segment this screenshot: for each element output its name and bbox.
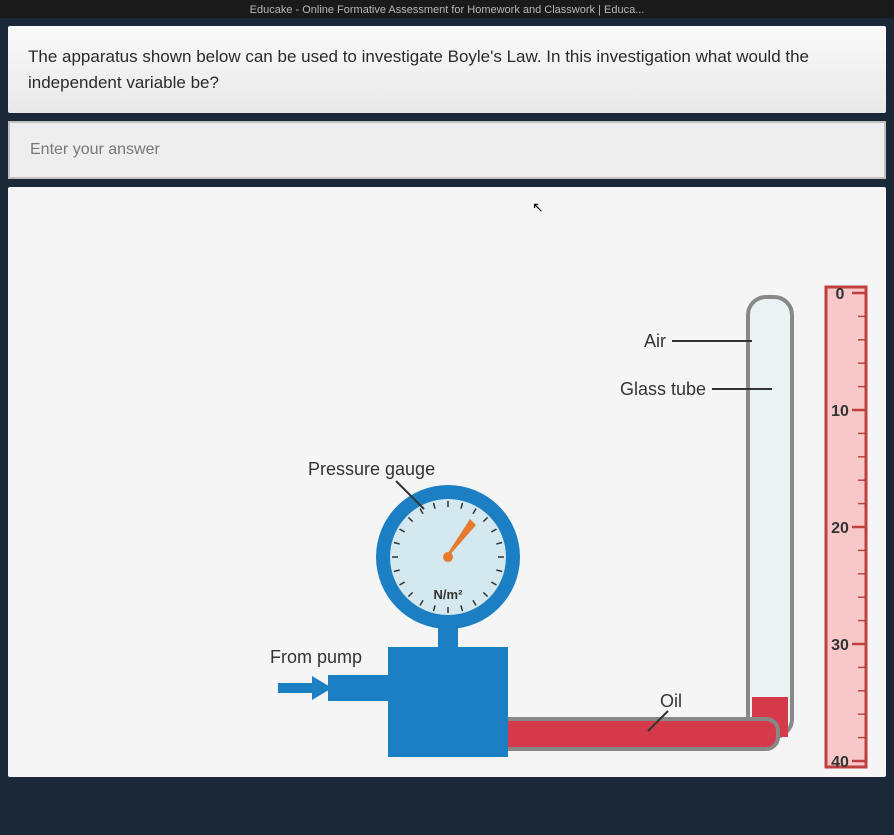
- cursor-icon: ↖: [532, 199, 544, 216]
- air-label: Air: [644, 331, 666, 351]
- question-card: The apparatus shown below can be used to…: [8, 26, 886, 113]
- diagram-area: ↖ 0 10 20 30 40: [8, 187, 886, 777]
- ruler: 0 10 20 30 40: [826, 286, 866, 771]
- pressure-gauge-label: Pressure gauge: [308, 459, 435, 479]
- svg-text:40: 40: [831, 754, 849, 771]
- from-pump-arrow-icon: [278, 676, 332, 700]
- answer-card: [8, 121, 886, 179]
- question-text: The apparatus shown below can be used to…: [28, 47, 809, 92]
- svg-text:20: 20: [831, 520, 849, 537]
- oil-label: Oil: [660, 691, 682, 711]
- glass-tube: [748, 297, 792, 737]
- gauge-unit-label: N/m²: [434, 587, 464, 602]
- glass-tube-label: Glass tube: [620, 379, 706, 399]
- pressure-gauge: N/m²: [376, 485, 520, 629]
- apparatus-diagram: 0 10 20 30 40: [228, 277, 868, 782]
- browser-tab-title: Educake - Online Formative Assessment fo…: [0, 0, 894, 18]
- svg-text:30: 30: [831, 637, 849, 654]
- from-pump-label: From pump: [270, 647, 362, 667]
- answer-input[interactable]: [8, 121, 886, 179]
- apparatus-svg: 0 10 20 30 40: [228, 277, 868, 777]
- svg-text:10: 10: [831, 403, 849, 420]
- svg-text:0: 0: [836, 286, 845, 303]
